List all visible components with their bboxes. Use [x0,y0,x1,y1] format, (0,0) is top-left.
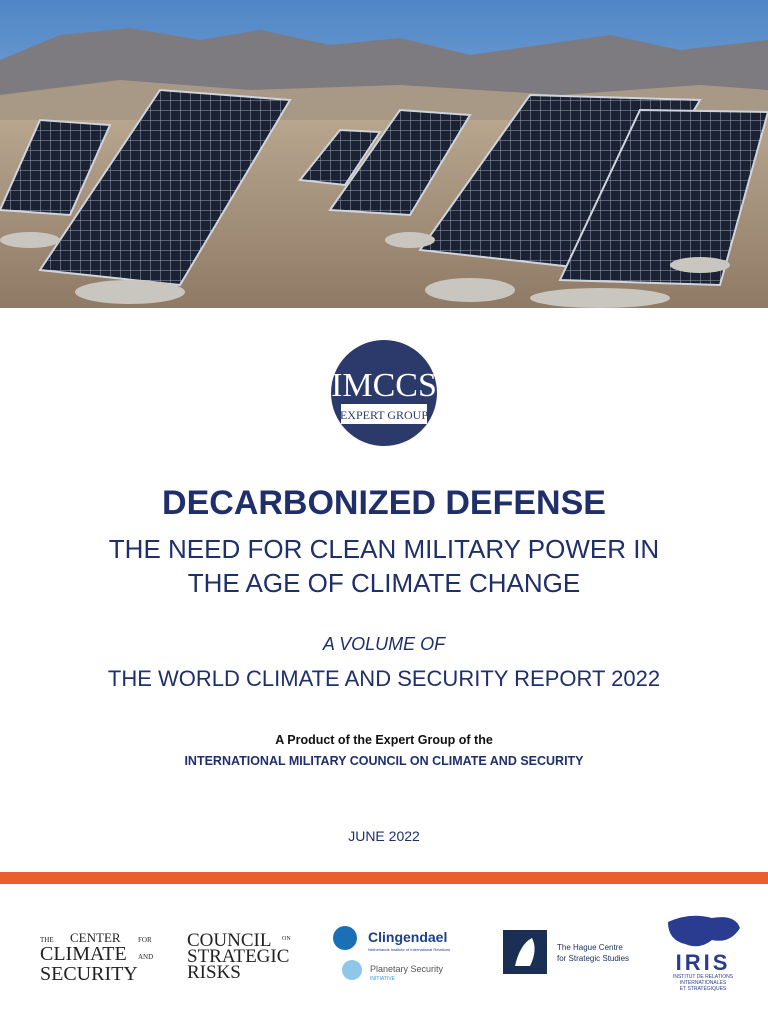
logo-tagline: EXPERT GROUP [340,408,428,422]
logo-text: CLIMATE [40,943,127,965]
report-name: THE WORLD CLIMATE AND SECURITY REPORT 20… [107,666,661,691]
ccs-logo: THE CENTER FOR CLIMATE AND SECURITY [40,930,153,985]
logo-text: STRATEGIC [187,946,289,967]
logo-text: IRIS [676,950,731,975]
orange-band [0,872,768,884]
logo-name: IMCCS [331,367,437,404]
csr-logo: COUNCIL ON STRATEGIC RISKS [187,930,291,983]
logo-text: The Hague Centre [557,943,623,952]
iris-logo: IRIS INSTITUT DE RELATIONS INTERNATIONAL… [668,915,740,992]
logo-text: Netherlands Institute of International R… [368,947,450,952]
logo-text: Clingendael [368,929,447,945]
logo-text: FOR [138,936,152,944]
subtitle: THE NEED FOR CLEAN MILITARY POWER IN THE… [0,532,768,600]
logo-text: INSTITUT DE RELATIONS [673,974,734,980]
clingendael-logo: Clingendael Netherlands Institute of Int… [333,926,450,982]
logo-text: Planetary Security [370,964,444,974]
subtitle-line: THE AGE OF CLIMATE CHANGE [187,568,581,598]
title: DECARBONIZED DEFENSE [162,484,606,522]
logo-text: COUNCIL [187,930,271,951]
logo-text: RISKS [187,962,241,983]
logo-text: ON [282,936,291,942]
date: JUNE 2022 [348,828,420,844]
logo-text: INITIATIVE [370,976,396,982]
cover-photo [0,0,768,308]
logo-text: INTERNATIONALES [680,980,727,986]
volume-of: A VOLUME OF [322,634,446,654]
product-of: A Product of the Expert Group of the [275,733,493,747]
logo-text: SECURITY [40,963,138,985]
subtitle-line: THE NEED FOR CLEAN MILITARY POWER IN [108,534,660,564]
logo-text: CENTER [70,930,121,945]
imccs-logo: IMCCS EXPERT GROUP [331,340,437,446]
partner-logos: THE CENTER FOR CLIMATE AND SECURITY COUN… [40,915,740,992]
council: INTERNATIONAL MILITARY COUNCIL ON CLIMAT… [184,754,584,768]
hcss-logo: The Hague Centre for Strategic Studies [503,930,629,974]
logo-text: for Strategic Studies [557,954,629,963]
logo-text: AND [138,953,153,961]
logo-text: THE [40,936,54,944]
logo-text: ET STRATÉGIQUES [680,985,727,992]
